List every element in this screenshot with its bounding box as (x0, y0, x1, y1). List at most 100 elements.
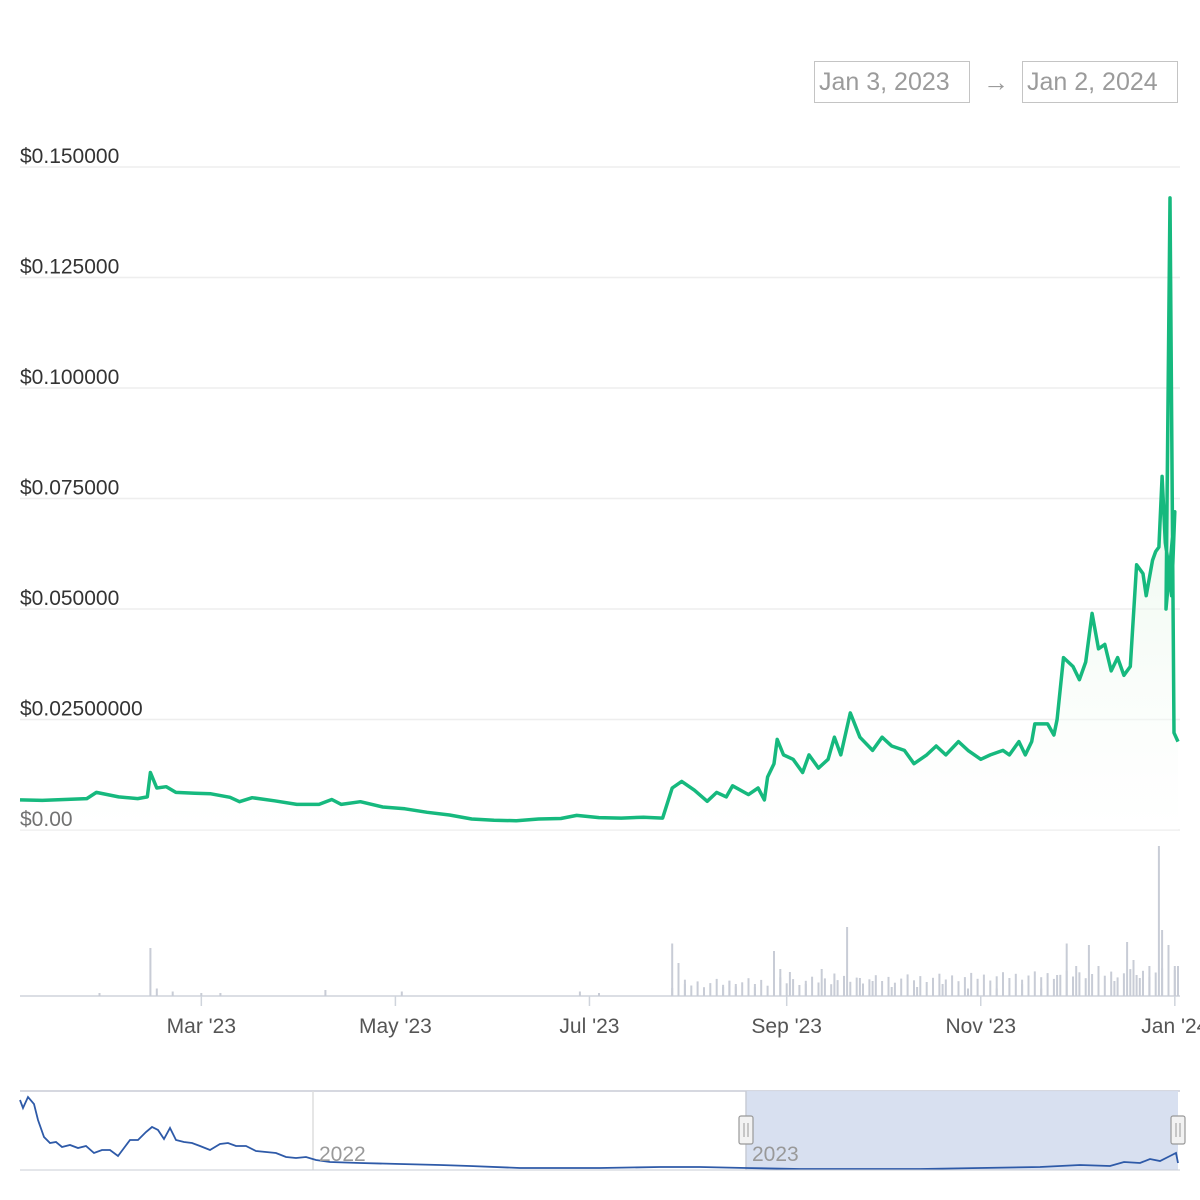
navigator-year-label: 2023 (752, 1143, 799, 1166)
volume-bar (172, 992, 174, 997)
price-area (20, 198, 1178, 830)
volume-bar (1028, 976, 1030, 997)
volume-bar (1104, 976, 1106, 996)
volume-bar (1088, 945, 1090, 996)
volume-bar (1078, 972, 1080, 996)
volume-bar (1129, 969, 1131, 996)
volume-bar (1133, 960, 1135, 996)
volume-bar (894, 983, 896, 996)
volume-bar (1008, 978, 1010, 996)
volume-bar (862, 984, 864, 997)
y-tick-label: $0.100000 (20, 366, 119, 389)
volume-bar (1126, 942, 1128, 996)
volume-bar (1155, 973, 1157, 997)
volume-bar (741, 982, 743, 996)
volume-bar (856, 978, 858, 996)
volume-bar (1066, 971, 1068, 996)
navigator-year-label: 2022 (319, 1143, 366, 1166)
volume-bar (932, 978, 934, 996)
volume-bar (846, 927, 848, 996)
volume-bar (818, 983, 820, 997)
volume-bar (849, 982, 851, 996)
volume-bar (1002, 972, 1004, 996)
volume-bar (1113, 981, 1115, 996)
volume-bar (684, 980, 686, 996)
volume-bar (709, 983, 711, 996)
volume-bar (1072, 977, 1074, 997)
volume-bar (598, 993, 600, 996)
volume-bar (728, 981, 730, 996)
y-tick-label: $0.075000 (20, 477, 119, 500)
volume-bar (833, 974, 835, 997)
volume-bar (1098, 970, 1100, 996)
navigator-selection (746, 1091, 1178, 1170)
x-tick-label: Jul '23 (559, 1015, 619, 1038)
handle-body (739, 1116, 753, 1144)
x-tick-label: Nov '23 (945, 1015, 1016, 1038)
volume-bar (875, 975, 877, 996)
volume-bar (149, 948, 151, 996)
volume-bars (20, 846, 1180, 996)
volume-bar (907, 974, 909, 996)
volume-bar (811, 977, 813, 996)
volume-bar (200, 993, 202, 996)
x-axis: Mar '23 May '23 Jul '23 Sep '23 Nov '23 Jan '… (167, 996, 1200, 1038)
handle-body (1171, 1116, 1185, 1144)
price-area-fill (20, 198, 1178, 830)
volume-bar (779, 977, 781, 996)
volume-bar (1136, 975, 1138, 996)
volume-bar (983, 975, 985, 996)
navigator-left-handle[interactable] (739, 1116, 753, 1144)
volume-bar (716, 979, 718, 996)
volume-bar (967, 989, 969, 997)
y-tick-label: $0.125000 (20, 256, 119, 279)
navigator[interactable]: 2022 2023 (20, 1091, 1185, 1170)
volume-bar (859, 978, 861, 996)
y-tick-label: $0.050000 (20, 587, 119, 610)
volume-bar (843, 976, 845, 996)
x-tick-label: May '23 (359, 1015, 432, 1038)
volume-bar (1161, 968, 1163, 996)
volume-bar (786, 983, 788, 996)
volume-bar (891, 987, 893, 996)
volume-bar (881, 981, 883, 996)
volume-bar (942, 984, 944, 996)
volume-bar (1091, 974, 1093, 996)
volume-bar (773, 982, 775, 996)
volume-bar (1117, 977, 1119, 996)
volume-bar (324, 990, 326, 996)
volume-bar (1123, 973, 1125, 996)
volume-bar (579, 992, 581, 997)
volume-bar (99, 993, 101, 996)
volume-bar (1174, 970, 1176, 996)
volume-bar (1040, 977, 1042, 996)
volume-bar (789, 972, 791, 996)
volume-bar (830, 984, 832, 996)
volume-bar (1142, 971, 1144, 996)
volume-bar (977, 979, 979, 996)
x-tick-label: Mar '23 (167, 1015, 236, 1038)
volume-bar (1047, 973, 1049, 996)
volume-bar (913, 980, 915, 996)
volume-bar (1139, 978, 1141, 996)
volume-bar (824, 978, 826, 996)
volume-bar (760, 980, 762, 996)
y-axis: $0.00$0.02500000$0.050000$0.075000$0.100… (20, 145, 143, 831)
volume-bar (919, 976, 921, 996)
volume-bar (754, 984, 756, 996)
volume-bar (821, 969, 823, 996)
volume-bar (735, 987, 737, 997)
volume-bar (951, 975, 953, 996)
volume-bar (868, 979, 870, 996)
volume-bar (1056, 975, 1058, 996)
volume-bar (900, 979, 902, 996)
volume-bar (1053, 979, 1055, 996)
volume-bar (805, 981, 807, 996)
volume-bar (989, 981, 991, 997)
x-tick-label: Jan '24 (1141, 1015, 1200, 1038)
x-tick-label: Sep '23 (751, 1015, 822, 1038)
volume-bar (938, 974, 940, 996)
y-tick-label: $0.02500000 (20, 698, 143, 721)
navigator-right-handle[interactable] (1171, 1116, 1185, 1144)
